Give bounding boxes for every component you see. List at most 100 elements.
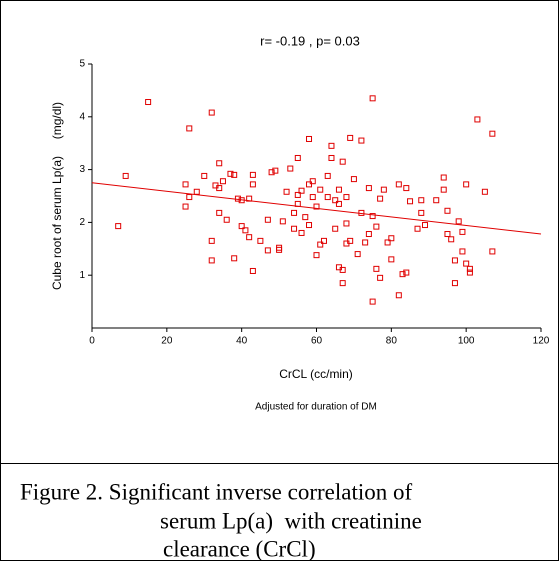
point: [377, 274, 384, 281]
point: [459, 248, 466, 255]
x-tick-label: 40: [236, 336, 248, 347]
point: [324, 172, 331, 179]
x-tick-label: 60: [311, 336, 323, 347]
x-tick-label: 80: [386, 336, 398, 347]
x-axis-label: CrCL (cc/min): [279, 367, 353, 381]
point: [246, 234, 253, 241]
point: [306, 222, 313, 229]
y-tick-label: 1: [79, 270, 85, 281]
point: [264, 247, 271, 254]
point: [444, 207, 451, 214]
point: [433, 197, 440, 204]
point: [257, 237, 264, 244]
point: [343, 194, 350, 201]
point: [216, 160, 223, 167]
point: [395, 181, 402, 188]
point: [298, 229, 305, 236]
point: [242, 227, 249, 234]
point: [249, 171, 256, 178]
point: [309, 194, 316, 201]
point: [186, 194, 193, 201]
caption-line: serum Lp(a) with creatinine: [160, 508, 422, 533]
point: [373, 223, 380, 230]
point: [272, 167, 279, 174]
point: [388, 256, 395, 263]
point: [403, 185, 410, 192]
point: [279, 218, 286, 225]
point: [238, 223, 245, 230]
point: [463, 181, 470, 188]
point: [481, 188, 488, 195]
point: [407, 198, 414, 205]
x-tick-label: 120: [533, 336, 550, 347]
point: [208, 257, 215, 264]
point: [440, 186, 447, 193]
point: [332, 197, 339, 204]
y-axis-label: Cube root of serum Lp(a) (mg/dl): [50, 102, 64, 290]
point: [216, 185, 223, 192]
point: [182, 181, 189, 188]
point: [283, 188, 290, 195]
point: [365, 231, 372, 238]
point: [201, 172, 208, 179]
point: [459, 228, 466, 235]
point: [234, 195, 241, 202]
fit-line: [91, 182, 542, 235]
point: [313, 252, 320, 259]
point: [332, 225, 339, 232]
point: [339, 158, 346, 165]
point: [324, 194, 331, 201]
point: [302, 214, 309, 221]
point: [388, 235, 395, 242]
point: [223, 216, 230, 223]
point: [231, 171, 238, 178]
point: [219, 178, 226, 185]
point: [395, 292, 402, 299]
point: [384, 239, 391, 246]
point: [403, 269, 410, 276]
point: [451, 257, 458, 264]
point: [339, 266, 346, 273]
chart-title: r= -0.19 , p= 0.03: [260, 33, 360, 48]
point: [231, 255, 238, 262]
point: [182, 203, 189, 210]
x-tick-label: 0: [89, 336, 95, 347]
point: [268, 169, 275, 176]
point: [369, 213, 376, 220]
point: [249, 267, 256, 274]
point: [313, 203, 320, 210]
point: [306, 181, 313, 188]
point: [347, 134, 354, 141]
point: [399, 271, 406, 278]
point: [294, 191, 301, 198]
point: [455, 218, 462, 225]
point: [369, 298, 376, 305]
point: [276, 246, 283, 253]
point: [377, 195, 384, 202]
x-tick-label: 100: [458, 336, 475, 347]
point: [291, 225, 298, 232]
point: [115, 223, 122, 230]
point: [418, 209, 425, 216]
point: [287, 165, 294, 172]
caption-line: clearance (CrCl): [163, 536, 316, 561]
point: [365, 185, 372, 192]
y-tick-label: 3: [79, 164, 85, 175]
point: [440, 174, 447, 181]
point: [414, 225, 421, 232]
point: [122, 172, 129, 179]
point: [448, 236, 455, 243]
point: [335, 186, 342, 193]
caption-line: Figure 2. Significant inverse correlatio…: [20, 479, 413, 504]
point: [380, 186, 387, 193]
point: [451, 280, 458, 287]
point: [418, 197, 425, 204]
point: [474, 116, 481, 123]
point: [216, 209, 223, 216]
point: [145, 99, 152, 106]
point: [298, 187, 305, 194]
point: [208, 237, 215, 244]
point: [317, 241, 324, 248]
point: [339, 280, 346, 287]
